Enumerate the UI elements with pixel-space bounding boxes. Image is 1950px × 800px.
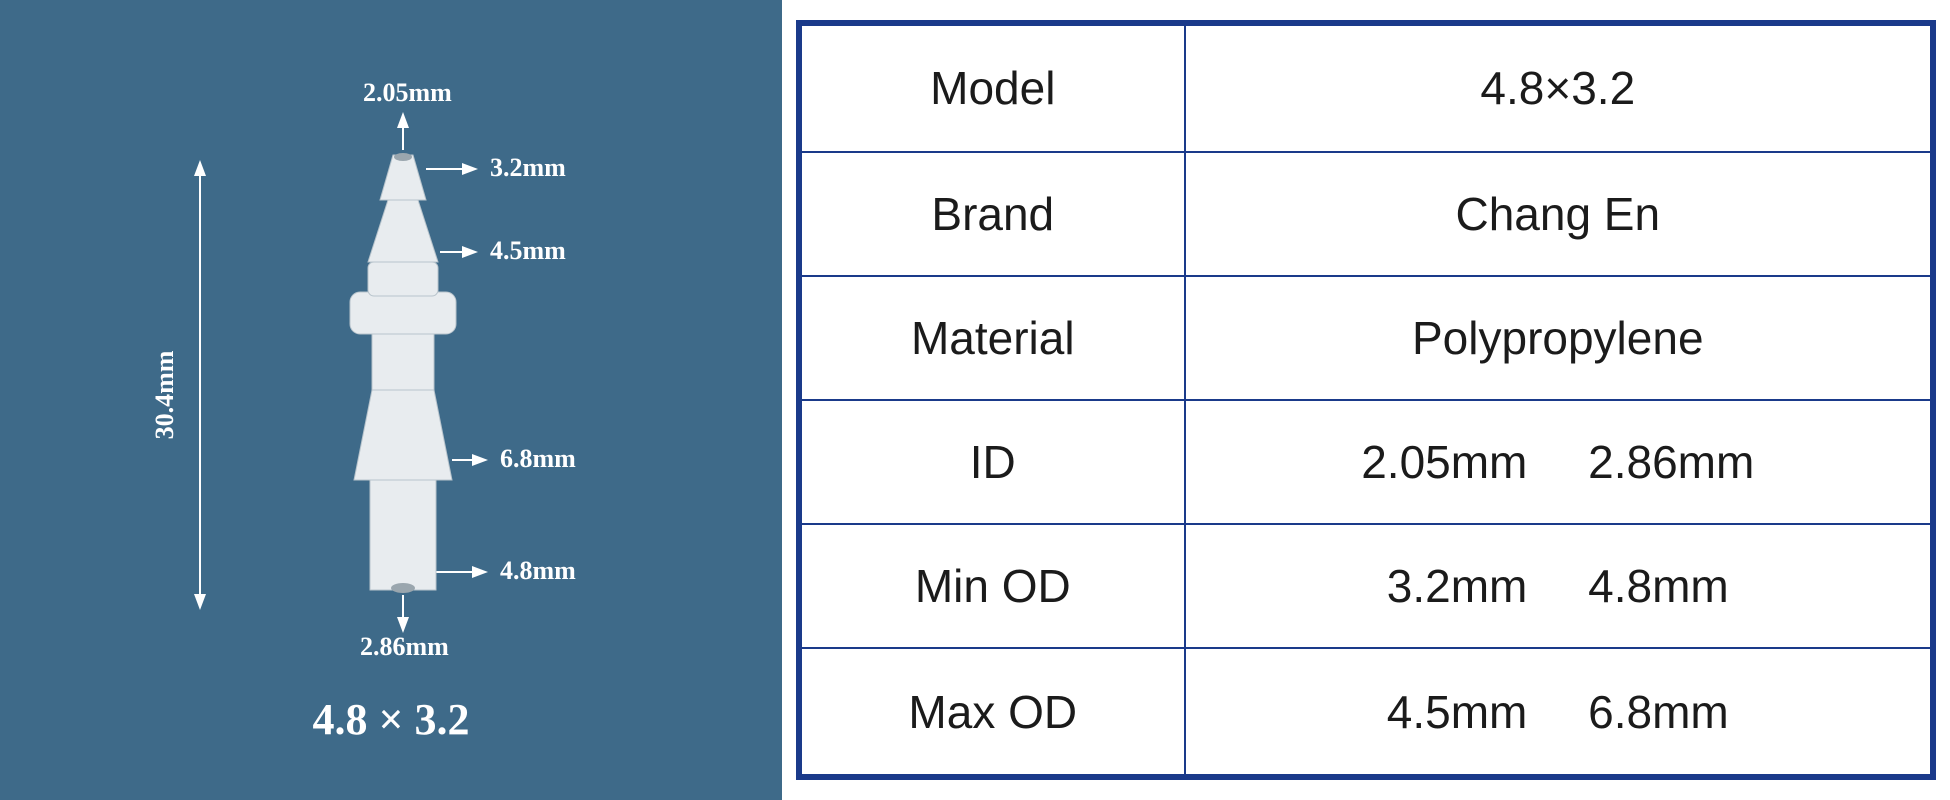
spec-value: 2.05mm 2.86mm	[1185, 400, 1933, 524]
table-row: Brand Chang En	[799, 152, 1933, 276]
dim-side-3: 4.8mm	[500, 556, 576, 586]
dim-top: 2.05mm	[363, 78, 452, 108]
spec-value-b: 4.8mm	[1588, 559, 1729, 613]
spec-label: Material	[799, 276, 1185, 400]
spec-value: 4.5mm 6.8mm	[1185, 648, 1933, 777]
spec-table: Model 4.8×3.2 Brand Chang En Material Po…	[796, 20, 1936, 780]
table-row: Max OD 4.5mm 6.8mm	[799, 648, 1933, 777]
diagram-panel: 30.4mm 2.05mm 2.86mm 3.2mm 4.5mm 6.8mm 4…	[0, 0, 782, 800]
dim-bottom: 2.86mm	[360, 632, 449, 662]
spec-value-b: 6.8mm	[1588, 685, 1729, 739]
dim-side-2: 6.8mm	[500, 444, 576, 474]
spec-value-a: 2.05mm	[1361, 435, 1527, 489]
spec-value-b: 2.86mm	[1588, 435, 1754, 489]
spec-label: ID	[799, 400, 1185, 524]
spec-label: Min OD	[799, 524, 1185, 648]
dim-height: 30.4mm	[150, 351, 180, 440]
spec-label: Max OD	[799, 648, 1185, 777]
table-row: ID 2.05mm 2.86mm	[799, 400, 1933, 524]
connector-shape	[350, 153, 456, 593]
spec-label: Model	[799, 23, 1185, 152]
spec-value-a: 3.2mm	[1387, 559, 1528, 613]
spec-value: Polypropylene	[1185, 276, 1933, 400]
spec-value: Chang En	[1185, 152, 1933, 276]
diagram-svg	[0, 0, 782, 800]
spec-value: 3.2mm 4.8mm	[1185, 524, 1933, 648]
spec-label: Brand	[799, 152, 1185, 276]
dim-side-0: 3.2mm	[490, 153, 566, 183]
table-row: Min OD 3.2mm 4.8mm	[799, 524, 1933, 648]
spec-value-a: 4.5mm	[1387, 685, 1528, 739]
dim-side-1: 4.5mm	[490, 236, 566, 266]
table-row: Material Polypropylene	[799, 276, 1933, 400]
spec-value: 4.8×3.2	[1185, 23, 1933, 152]
product-title: 4.8 × 3.2	[0, 694, 782, 745]
spec-panel: Model 4.8×3.2 Brand Chang En Material Po…	[782, 0, 1950, 800]
table-row: Model 4.8×3.2	[799, 23, 1933, 152]
